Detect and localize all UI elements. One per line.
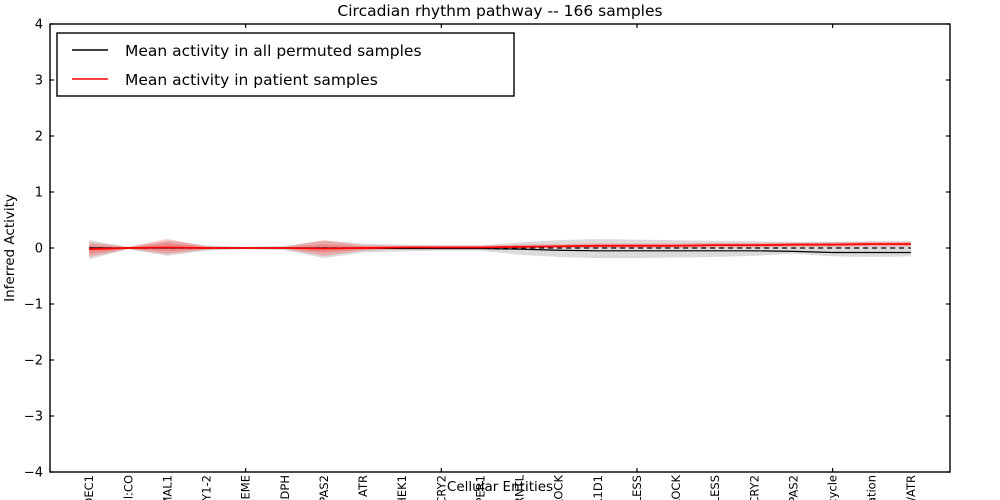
legend: Mean activity in all permuted samples Me… <box>56 32 515 97</box>
x-category-label: TIMELESS/CHEK1/ATR <box>904 475 918 500</box>
y-tick-label: −1 <box>24 298 43 313</box>
x-category-label: mol:NADPH <box>278 475 292 500</box>
chart-title: Circadian rhythm pathway -- 166 samples <box>337 2 662 20</box>
x-category-label: ATR <box>356 475 370 497</box>
x-category-label: PER1-2 / CRY1-2 <box>200 475 214 500</box>
y-tick-label: 4 <box>35 18 43 33</box>
x-category-label: ARNTL <box>513 474 527 500</box>
x-category-label: TIMELESS <box>630 475 644 500</box>
y-tick-label: 2 <box>35 130 43 145</box>
x-category-label: PER1 <box>473 475 487 500</box>
x-category-label: BMAL/CLOCK/NPAS2 <box>786 475 800 500</box>
legend-box <box>56 32 515 97</box>
x-category-label: CHEK1 <box>395 475 409 500</box>
legend-permuted-label: Mean activity in all permuted samples <box>125 42 422 60</box>
x-category-label: S phase of mitotic cell cycle <box>826 475 840 500</box>
x-category-label: mol:HEME <box>239 475 253 500</box>
x-category-label: DEC1 <box>82 475 96 500</box>
legend-patient-label: Mean activity in patient samples <box>125 71 378 89</box>
x-category-label: chromatin modification <box>865 475 879 500</box>
x-category-label: PER1/TIMELESS <box>708 475 722 500</box>
y-axis-label: Inferred Activity <box>2 194 18 302</box>
series-lines <box>89 243 911 254</box>
line-mean-activity-in-patient-samples <box>89 243 911 250</box>
y-tick-label: −4 <box>24 466 43 481</box>
axis-ticks <box>49 23 950 473</box>
x-category-labels: DEC1 mol:CO DEC1/BMAL1 PER1-2 / CRY1-2 mol:H… <box>82 474 918 500</box>
x-category-label: CRY2 <box>434 475 448 500</box>
y-tick-label: 0 <box>35 242 43 257</box>
x-category-label: mol:CO <box>121 475 135 500</box>
y-tick-labels: 4 3 2 1 0 −1 −2 −3 −4 <box>24 18 43 481</box>
x-category-label: NPAS2 <box>317 475 331 500</box>
y-tick-label: −2 <box>24 354 43 369</box>
x-category-label: NR1D1 <box>591 475 605 500</box>
y-tick-label: 3 <box>35 74 43 89</box>
x-category-label: DEC1/BMAL1 <box>160 475 174 500</box>
x-axis-label: Cellular Entities <box>447 479 553 495</box>
y-tick-label: 1 <box>35 186 43 201</box>
x-category-label: TIMELESS/CRY2 <box>747 475 761 500</box>
x-category-label: BMAL1/CLOCK <box>669 475 683 500</box>
x-category-label: CLOCK <box>552 475 566 500</box>
y-tick-label: −3 <box>24 410 43 425</box>
